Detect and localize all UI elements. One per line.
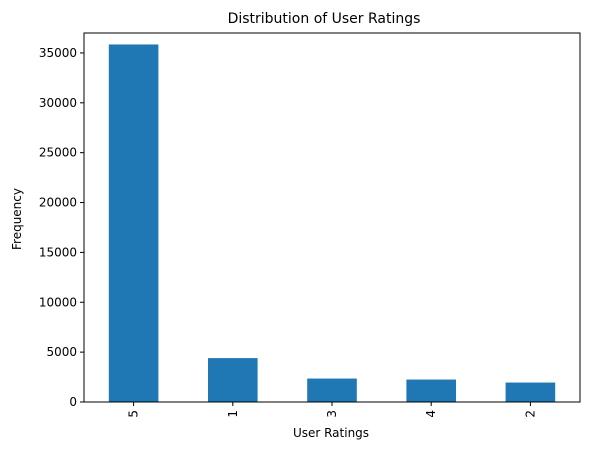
x-tick-label: 1 — [226, 410, 240, 418]
y-tick-label: 35000 — [39, 46, 77, 60]
x-axis: 5 1 3 4 2 — [127, 402, 537, 418]
y-tick-label: 15000 — [39, 245, 77, 259]
x-tick-label: 5 — [127, 410, 141, 418]
bar-rating-2 — [505, 382, 556, 402]
y-tick-label: 30000 — [39, 96, 77, 110]
bars — [108, 44, 556, 402]
plot-area-frame — [83, 32, 581, 403]
x-tick-label: 3 — [325, 410, 339, 418]
x-tick-label: 2 — [523, 410, 537, 418]
bar-rating-5 — [108, 44, 159, 402]
y-tick-label: 20000 — [39, 196, 77, 210]
y-tick-label: 5000 — [46, 345, 77, 359]
y-axis: 0 5000 10000 15000 20000 25000 30000 35000 — [39, 46, 84, 409]
bar-rating-1 — [208, 358, 258, 402]
chart-title: Distribution of User Ratings — [228, 11, 421, 27]
x-axis-label: User Ratings — [293, 426, 369, 440]
y-axis-label: Frequency — [10, 188, 24, 250]
bar-rating-3 — [307, 378, 357, 402]
x-tick-label: 4 — [424, 410, 438, 418]
y-tick-label: 10000 — [39, 295, 77, 309]
y-tick-label: 0 — [69, 395, 77, 409]
bar-rating-4 — [406, 379, 456, 402]
y-tick-label: 25000 — [39, 146, 77, 160]
